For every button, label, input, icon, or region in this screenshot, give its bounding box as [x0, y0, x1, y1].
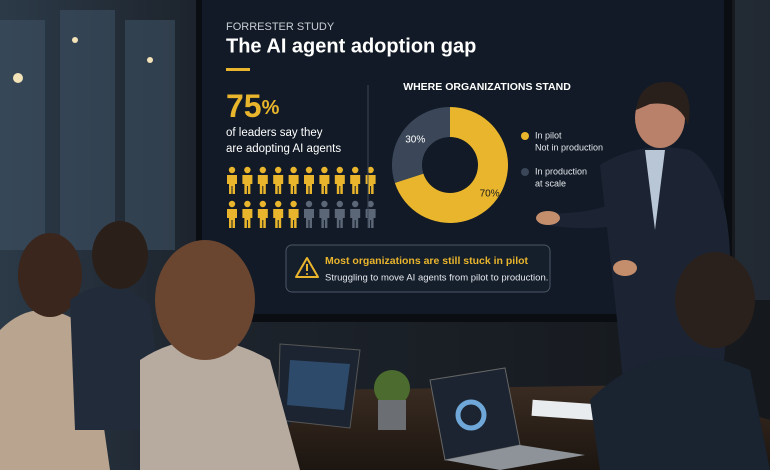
icon-head	[290, 200, 297, 208]
legend-label: In production	[535, 166, 587, 176]
legend-dot	[521, 168, 529, 176]
icon-head	[336, 200, 343, 208]
icon-head	[244, 200, 251, 208]
callout-text: Struggling to move AI agents from pilot …	[325, 273, 548, 284]
person-icon	[334, 166, 345, 194]
icon-head	[336, 166, 343, 174]
icon-body	[242, 209, 253, 228]
icon-head	[367, 200, 374, 208]
icon-head	[275, 166, 282, 174]
icon-body	[288, 175, 299, 194]
warning-icon	[295, 257, 319, 278]
person-icon	[319, 166, 330, 194]
person-icon	[242, 200, 253, 228]
ceiling-lights	[13, 37, 153, 83]
icon-head	[352, 166, 359, 174]
stat-line: are adopting AI agents	[226, 143, 341, 155]
person-icon	[242, 166, 253, 194]
laptop	[429, 367, 585, 470]
icon-body	[288, 209, 299, 228]
icon-head	[244, 166, 251, 174]
person-icon	[304, 200, 314, 228]
icon-head	[228, 166, 236, 174]
legend-note: at scale	[535, 178, 566, 188]
person-icon	[304, 166, 314, 194]
donut-chart: 70% 30%	[391, 107, 508, 223]
icon-body	[350, 209, 361, 228]
icon-body	[319, 175, 330, 194]
person-icon	[350, 166, 361, 194]
icon-body	[334, 175, 345, 194]
icon-head	[321, 200, 328, 208]
icon-body	[304, 175, 314, 194]
icon-body	[242, 175, 253, 194]
person-icon	[273, 200, 284, 228]
stat-line: of leaders say they	[226, 127, 323, 139]
people-icon-grid	[227, 166, 376, 228]
person-icon	[273, 166, 284, 194]
icon-head	[305, 200, 313, 208]
donut-slice	[394, 107, 508, 223]
legend-note: Not in production	[535, 142, 603, 152]
icon-body	[350, 175, 361, 194]
person-icon	[257, 166, 268, 194]
icon-head	[321, 166, 328, 174]
person-icon	[350, 200, 361, 228]
title: The AI agent adoption gap	[226, 35, 476, 57]
icon-head	[259, 166, 266, 174]
icon-body	[227, 175, 237, 194]
person-icon	[227, 166, 237, 194]
icon-head	[275, 200, 282, 208]
icon-head	[352, 200, 359, 208]
icon-head	[228, 200, 236, 208]
legend-label: In pilot	[535, 130, 562, 140]
icon-head	[259, 200, 266, 208]
donut-slice	[391, 107, 450, 183]
person-icon	[288, 200, 299, 228]
icon-body	[304, 209, 314, 228]
title-underline	[226, 68, 250, 71]
callout-box	[285, 244, 551, 293]
icon-body	[334, 209, 345, 228]
slice-label: 70%	[480, 188, 500, 199]
legend-dot	[521, 132, 529, 140]
stat: 75%	[226, 88, 280, 124]
icon-body	[273, 209, 284, 228]
person-icon	[334, 200, 345, 228]
icon-body	[273, 175, 284, 194]
icon-head	[367, 166, 374, 174]
person-icon	[257, 200, 268, 228]
icon-body	[227, 209, 237, 228]
stat-unit: %	[262, 97, 280, 119]
laptop	[277, 343, 361, 429]
slice-label: 30%	[405, 134, 425, 145]
kicker: FORRESTER STUDY	[226, 21, 335, 33]
stat-value: 75	[226, 88, 262, 124]
person-icon	[319, 200, 330, 228]
icon-head	[305, 166, 313, 174]
person-icon	[288, 166, 299, 194]
legend: In pilot Not in production In production at…	[521, 130, 603, 188]
person-icon	[227, 200, 237, 228]
plant	[374, 370, 410, 430]
audience	[0, 221, 770, 470]
callout-heading: Most organizations are still stuck in pi…	[325, 255, 529, 267]
icon-body	[257, 175, 268, 194]
icon-body	[257, 209, 268, 228]
icon-head	[290, 166, 297, 174]
icon-body	[319, 209, 330, 228]
chart-title: WHERE ORGANIZATIONS STAND	[403, 81, 571, 93]
